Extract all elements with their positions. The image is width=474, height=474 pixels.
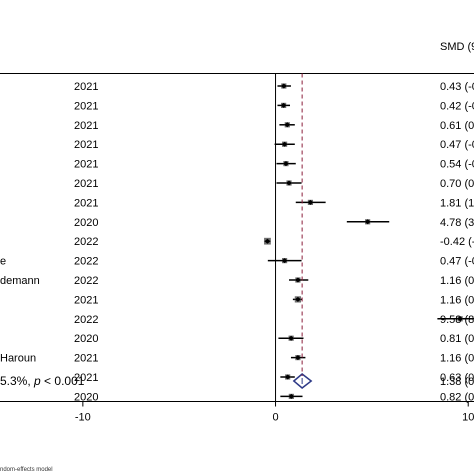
ci-text: 9.58 (8.4 [440, 314, 474, 326]
point-estimate [294, 277, 301, 283]
ci-text: 0.82 (0.2 [440, 391, 474, 403]
x-tick-label: 10 [462, 412, 474, 424]
study-row: 2021 0.70 (0.0 [74, 178, 474, 190]
study-year: 2021 [74, 159, 98, 171]
study-name: e [0, 256, 6, 268]
point-estimate [307, 199, 314, 205]
point-estimate [284, 374, 291, 380]
ci-text: 1.81 (1.0 [440, 197, 474, 209]
study-row: 2020 0.81 (0.1 [74, 333, 474, 345]
point-estimate [284, 122, 291, 128]
heterogeneity-stat: 5.3%, p < 0.001 [0, 374, 85, 388]
study-year: 2021 [74, 353, 98, 365]
ci-text: 0.47 (-0. [440, 256, 474, 268]
point-estimate [288, 335, 295, 341]
study-year: 2022 [74, 275, 98, 287]
study-row: demann 2022 1.16 (0.6 [0, 275, 474, 287]
point-estimate [282, 161, 289, 167]
point-estimate [288, 393, 295, 399]
point-estimate [286, 180, 293, 186]
study-year: 2021 [74, 372, 98, 384]
study-row: 2021 0.61 (0.1 [74, 120, 474, 132]
study-year: 2022 [74, 256, 98, 268]
x-tick-label: 0 [272, 412, 278, 424]
ci-text: 0.61 (0.1 [440, 120, 474, 132]
study-year: 2022 [74, 314, 98, 326]
study-year: 2021 [74, 81, 98, 93]
study-row: 2021 1.81 (1.0 [74, 197, 474, 209]
ci-text: 0.63 (0.2 [440, 372, 474, 384]
study-year: 2021 [74, 197, 98, 209]
footnote: ndom-effects model [0, 467, 53, 473]
point-estimate [280, 102, 287, 108]
ci-text: 1.16 (0.6 [440, 275, 474, 287]
study-year: 2021 [74, 120, 98, 132]
p-value: < 0.001 [41, 374, 85, 388]
overall-ci-text: 1.38 (0. [440, 376, 474, 388]
point-estimate [294, 355, 301, 361]
study-year: 2022 [74, 236, 98, 248]
point-estimate [280, 83, 287, 89]
study-row: 2022 -0.42 (-0 [74, 236, 474, 248]
point-estimate [457, 316, 464, 322]
study-year: 2021 [74, 178, 98, 190]
point-estimate [364, 219, 371, 225]
overall-row: 5.3%, p < 0.001 1.38 (0. [0, 373, 474, 389]
heterogeneity-prefix: 5.3%, [0, 374, 34, 388]
ci-text: 1.16 (0.9 [440, 294, 474, 306]
study-year: 2021 [74, 100, 98, 112]
study-row: 2020 4.78 (3.7 [74, 217, 474, 229]
study-year: 2020 [74, 333, 98, 345]
study-name: Haroun [0, 353, 36, 365]
ci-text: 0.43 (-0. [440, 81, 474, 93]
x-axis: -10 0 10 [0, 401, 474, 424]
study-row: 2021 1.16 (0.9 [74, 294, 474, 306]
study-row: 2021 0.42 (-0. [74, 100, 474, 112]
study-row: Haroun 2021 1.16 (0.8 [0, 353, 474, 365]
study-row: 2021 0.47 (-0. [74, 139, 474, 151]
point-estimate [294, 296, 301, 302]
ci-text: 0.54 (-0. [440, 159, 474, 171]
study-row: e 2022 0.47 (-0. [0, 256, 474, 268]
study-row: 2021 0.54 (-0. [74, 159, 474, 171]
header-smd: SMD (95 [440, 41, 474, 53]
study-row: 2020 0.82 (0.2 [74, 391, 474, 403]
point-estimate [281, 141, 288, 147]
ci-text: 0.42 (-0. [440, 100, 474, 112]
study-row: 2022 9.58 (8.4 [74, 314, 474, 326]
study-year: 2021 [74, 139, 98, 151]
study-year: 2020 [74, 217, 98, 229]
ci-text: 0.81 (0.1 [440, 333, 474, 345]
point-estimate [264, 238, 271, 244]
ci-text: 1.16 (0.8 [440, 353, 474, 365]
study-row: 2021 0.43 (-0. [74, 81, 474, 93]
p-symbol: p [33, 374, 41, 388]
ci-text: 4.78 (3.7 [440, 217, 474, 229]
x-tick-label: -10 [75, 412, 91, 424]
point-estimate [281, 258, 288, 264]
ci-text: 0.70 (0.0 [440, 178, 474, 190]
ci-text: 0.47 (-0. [440, 139, 474, 151]
study-year: 2020 [74, 391, 98, 403]
study-name: demann [0, 275, 40, 287]
ci-text: -0.42 (-0 [440, 236, 474, 248]
study-row: 2021 0.63 (0.2 [74, 372, 474, 384]
study-year: 2021 [74, 294, 98, 306]
